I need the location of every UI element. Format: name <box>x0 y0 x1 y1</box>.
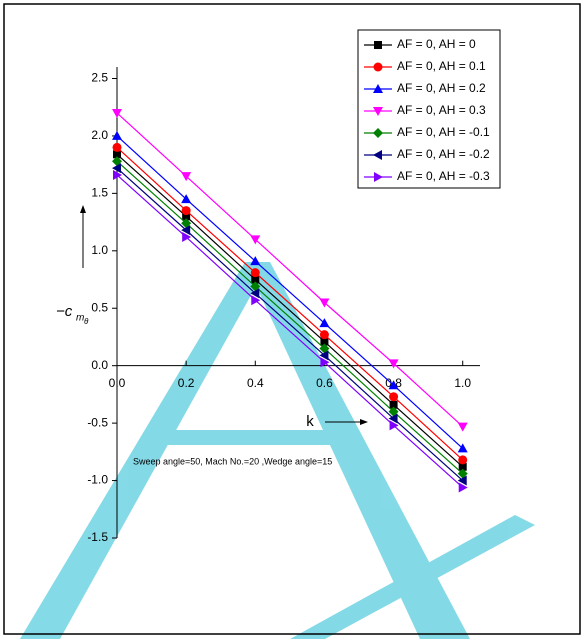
data-point <box>458 462 467 471</box>
data-point <box>181 194 192 204</box>
y-tick-label: 2.5 <box>91 71 108 85</box>
data-point <box>319 318 330 328</box>
series-line <box>116 167 464 482</box>
x-axis-label: k <box>306 413 314 430</box>
frame <box>3 3 581 635</box>
data-point <box>388 406 399 417</box>
data-point <box>251 295 261 306</box>
data-point <box>182 212 191 221</box>
data-point <box>320 337 329 346</box>
series-line <box>116 112 464 428</box>
y-label-sub: m <box>76 313 84 324</box>
data-point <box>389 420 399 431</box>
y-tick-label: 1.5 <box>91 186 108 200</box>
annotation: Sweep angle=50, Mach No.=20 ,Wedge angle… <box>133 456 332 466</box>
data-point <box>389 400 398 409</box>
legend-marker <box>373 150 382 160</box>
data-point <box>181 218 192 229</box>
data-point <box>457 443 468 453</box>
data-point <box>319 330 329 340</box>
y-tick-label: -0.5 <box>87 415 108 429</box>
y-tick-label: 0.5 <box>91 300 108 314</box>
data-point <box>112 163 121 174</box>
y-tick-label: 0.0 <box>91 358 108 372</box>
legend-marker <box>374 41 382 49</box>
legend-marker <box>373 128 383 138</box>
data-point <box>113 169 122 180</box>
data-point <box>388 380 399 390</box>
data-point <box>319 350 329 361</box>
data-point <box>250 235 261 245</box>
data-point <box>181 206 191 216</box>
legend-label: AF = 0, AH = 0.2 <box>397 81 486 95</box>
data-point <box>112 108 122 118</box>
y-axis-label: −c m θ <box>56 303 89 326</box>
data-point <box>181 225 191 236</box>
legend-label: AF = 0, AH = -0.1 <box>397 125 490 139</box>
y-label-main: −c <box>56 303 73 320</box>
x-tick-label: 0.4 <box>247 376 264 390</box>
data-point <box>319 298 330 308</box>
data-point <box>320 357 330 368</box>
data-point <box>113 150 121 159</box>
y-tick-label: 2.0 <box>91 128 108 142</box>
x-tick-label: 0.6 <box>316 376 333 390</box>
data-point <box>250 268 260 278</box>
series-line <box>116 135 464 449</box>
data-point <box>251 275 260 284</box>
data-point <box>458 455 468 465</box>
data-point <box>388 413 398 424</box>
legend-label: AF = 0, AH = 0.3 <box>397 103 486 117</box>
data-point <box>112 130 122 140</box>
legend-marker <box>373 84 383 93</box>
data-point <box>250 281 261 292</box>
watermark <box>20 262 535 639</box>
data-point <box>112 142 122 152</box>
y-label-subsub: θ <box>84 317 89 326</box>
data-point <box>457 475 467 486</box>
y-tick-label: -1.0 <box>87 473 108 487</box>
data-point <box>458 482 468 493</box>
legend-marker <box>374 172 383 182</box>
y-tick-label: 1.0 <box>91 243 108 257</box>
data-point <box>457 422 468 432</box>
x-tick-label: 0.0 <box>109 376 126 390</box>
y-arrowhead <box>80 205 86 213</box>
data-point <box>388 359 399 369</box>
data-point <box>250 256 261 266</box>
legend-label: AF = 0, AH = 0 <box>397 37 476 51</box>
series-line <box>116 153 464 468</box>
data-point <box>319 343 330 354</box>
legend-label: AF = 0, AH = -0.3 <box>397 169 490 183</box>
legend-marker <box>373 62 383 72</box>
data-point <box>112 156 122 167</box>
y-tick-label: -1.5 <box>87 530 108 544</box>
data-point <box>250 288 260 299</box>
series-line <box>116 146 464 461</box>
data-point <box>389 392 399 402</box>
legend-label: AF = 0, AH = -0.2 <box>397 147 490 161</box>
series-line <box>116 160 464 475</box>
legend-label: AF = 0, AH = 0.1 <box>397 59 486 73</box>
series-line <box>116 174 464 488</box>
x-tick-label: 0.2 <box>178 376 195 390</box>
data-point <box>181 172 192 182</box>
legend-marker <box>373 107 383 116</box>
data-point <box>182 232 192 243</box>
x-arrowhead <box>360 419 368 425</box>
x-tick-label: 1.0 <box>454 376 471 390</box>
data-point <box>457 468 468 479</box>
